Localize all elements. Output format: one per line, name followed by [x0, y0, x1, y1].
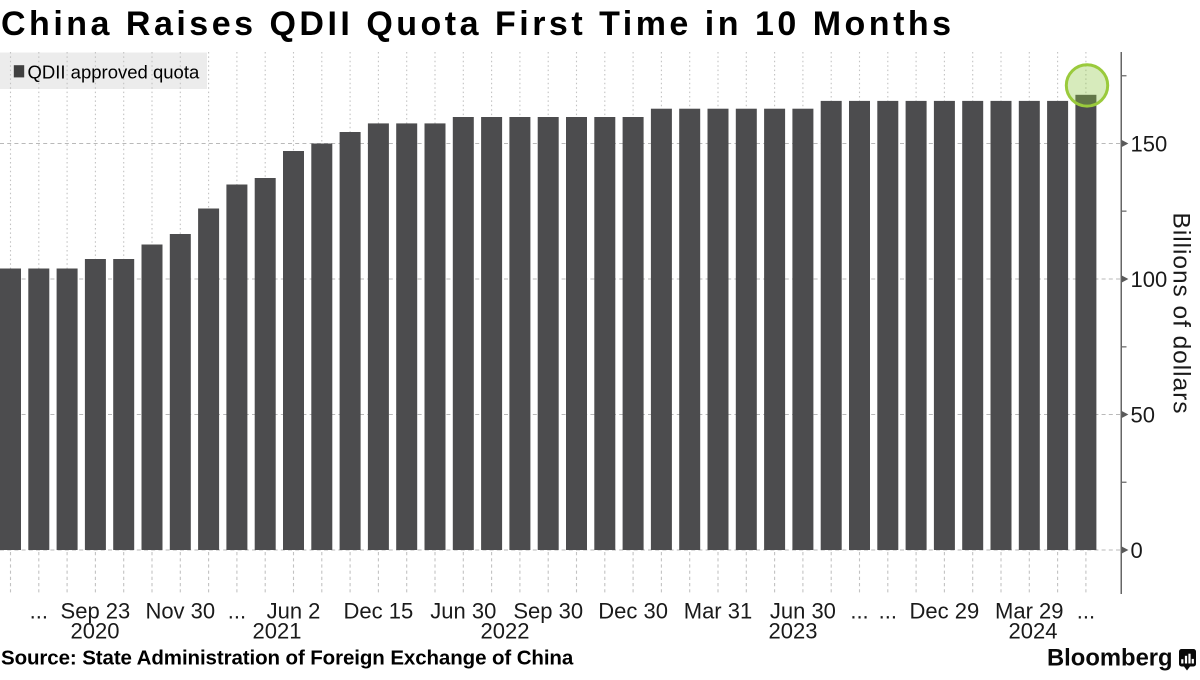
svg-text:...: ... [30, 599, 48, 624]
svg-text:2020: 2020 [71, 619, 120, 644]
svg-text:QDII approved quota: QDII approved quota [28, 62, 200, 83]
svg-text:2022: 2022 [481, 619, 530, 644]
svg-text:...: ... [228, 599, 246, 624]
svg-text:50: 50 [1131, 403, 1155, 428]
svg-text:Jun 30: Jun 30 [770, 599, 836, 624]
svg-text:Billions of dollars: Billions of dollars [1168, 213, 1195, 415]
svg-text:Mar 29: Mar 29 [995, 599, 1063, 624]
svg-text:Sep 30: Sep 30 [513, 599, 583, 624]
svg-text:Mar 31: Mar 31 [684, 599, 752, 624]
svg-text:Jun 2: Jun 2 [267, 599, 321, 624]
svg-text:Source: State Administration o: Source: State Administration of Foreign … [1, 647, 574, 670]
svg-text:Bloomberg: Bloomberg [1047, 645, 1173, 672]
svg-text:0: 0 [1131, 538, 1143, 563]
svg-text:Dec 15: Dec 15 [344, 599, 414, 624]
svg-text:2021: 2021 [253, 619, 302, 644]
svg-text:2024: 2024 [1009, 619, 1058, 644]
svg-text:Sep 23: Sep 23 [61, 599, 131, 624]
svg-text:...: ... [1077, 599, 1095, 624]
svg-text:Dec 30: Dec 30 [598, 599, 668, 624]
svg-text:Nov 30: Nov 30 [145, 599, 215, 624]
svg-text:Jun 30: Jun 30 [430, 599, 496, 624]
svg-text:150: 150 [1131, 132, 1168, 157]
svg-text:2023: 2023 [769, 619, 818, 644]
svg-text:...: ... [850, 599, 868, 624]
svg-text:100: 100 [1131, 267, 1168, 292]
svg-text:...: ... [879, 599, 897, 624]
svg-text:China Raises QDII Quota First: China Raises QDII Quota First Time in 10… [1, 5, 955, 43]
svg-text:Dec 29: Dec 29 [910, 599, 980, 624]
